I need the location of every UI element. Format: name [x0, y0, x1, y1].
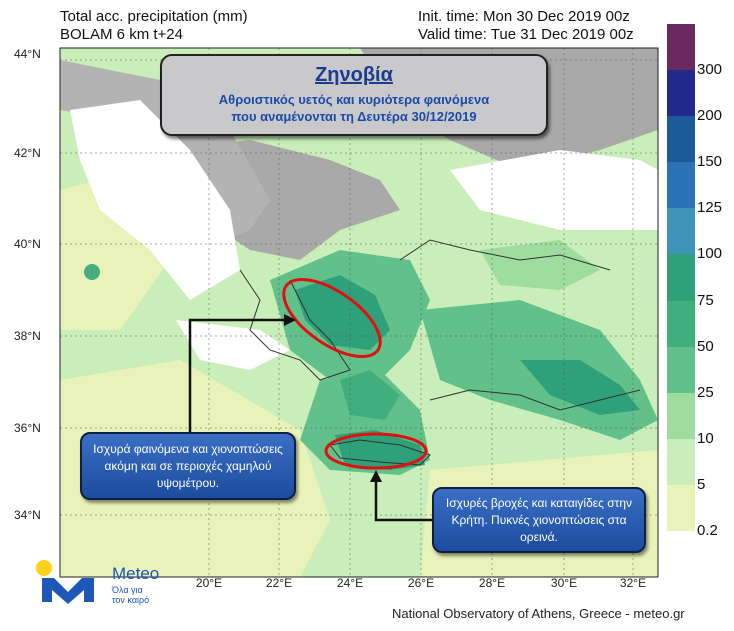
- lon-label: 30°E: [550, 576, 578, 590]
- valid-time: Valid time: Tue 31 Dec 2019 00z: [418, 26, 634, 43]
- colorbar-cell: [667, 300, 695, 348]
- title-subtitle-1: Αθροιστικός υετός και κυριότερα φαινόμεν…: [218, 92, 490, 107]
- colorbar-label: 300: [697, 61, 723, 79]
- moderate-precip-band: [480, 240, 600, 290]
- colorbar-label: 25: [697, 383, 714, 401]
- lon-label: 32°E: [619, 576, 647, 590]
- heavy-precip-core: [520, 360, 640, 415]
- lat-label: 34°N: [14, 508, 41, 522]
- colorbar-cell: [667, 116, 695, 163]
- lat-label: 44°N: [14, 47, 41, 61]
- colorbar-label: 125: [697, 199, 723, 217]
- arrow-left: [188, 318, 288, 432]
- storm-name: Ζηνοβία: [315, 64, 393, 86]
- callout-left-text: Ισχυρά φαινόμενα και χιονοπτώσεις ακόμη …: [93, 441, 283, 490]
- colorbar: [667, 24, 695, 578]
- heavy-precip-core: [340, 370, 400, 420]
- colorbar-label: 0.2: [697, 521, 718, 539]
- colorbar-cell: [667, 484, 695, 532]
- init-time: Init. time: Mon 30 Dec 2019 00z: [418, 8, 630, 25]
- coastline: [429, 389, 641, 411]
- highlight-ellipse-central-greece: [282, 277, 382, 359]
- highlight-ellipse-crete: [324, 432, 428, 470]
- colorbar-label: 200: [697, 107, 723, 125]
- dry-area: [70, 100, 240, 300]
- arrow-left-head: [284, 314, 296, 326]
- callout-right: Ισχυρές βροχές και καταιγίδες στην Κρήτη…: [432, 487, 646, 553]
- arrow-right: [374, 478, 432, 522]
- lat-label: 38°N: [14, 329, 41, 343]
- lon-label: 20°E: [195, 576, 223, 590]
- colorbar-cell: [667, 254, 695, 301]
- title-subtitle-2: που αναμένονται τη Δευτέρα 30/12/2019: [231, 109, 477, 124]
- dry-area: [450, 150, 658, 230]
- meteo-logo-icon: [36, 560, 94, 604]
- dry-area: [176, 320, 290, 370]
- logo-brand: Meteo: [112, 564, 160, 583]
- coastline: [399, 239, 611, 271]
- colorbar-label: 100: [697, 245, 723, 263]
- colorbar-cell: [667, 392, 695, 440]
- chart-title: Total acc. precipitation (mm): [60, 8, 248, 25]
- lon-label: 24°E: [336, 576, 364, 590]
- lon-label: 22°E: [265, 576, 293, 590]
- coastline: [329, 439, 431, 466]
- colorbar-label: 10: [697, 429, 714, 447]
- callout-right-text: Ισχυρές βροχές και καταιγίδες στην Κρήτη…: [445, 495, 633, 544]
- model-label: BOLAM 6 km t+24: [60, 26, 183, 43]
- logo-tagline-1: Όλα για: [112, 585, 143, 595]
- lat-label: 42°N: [14, 146, 41, 160]
- colorbar-label: 150: [697, 153, 723, 171]
- colorbar-cell: [667, 162, 695, 209]
- callout-left: Ισχυρά φαινόμενα και χιονοπτώσεις ακόμη …: [80, 432, 296, 500]
- logo-tagline-2: τον καιρό: [112, 595, 150, 605]
- colorbar-label: 50: [697, 337, 714, 355]
- lon-label: 28°E: [478, 576, 506, 590]
- lat-label: 36°N: [14, 421, 41, 435]
- colorbar-label: 75: [697, 291, 714, 309]
- colorbar-cell: [667, 24, 695, 71]
- heavy-precip-core: [295, 275, 390, 350]
- colorbar-cell: [667, 530, 695, 578]
- colorbar-cell: [667, 208, 695, 255]
- footer-credit: National Observatory of Athens, Greece -…: [392, 606, 685, 621]
- colorbar-cell: [667, 438, 695, 486]
- colorbar-label: 5: [697, 475, 706, 493]
- map-frame: [59, 47, 659, 578]
- title-box: Ζηνοβία Αθροιστικός υετός και κυριότερα …: [160, 54, 548, 136]
- heavy-precip-core: [84, 264, 100, 280]
- arrow-right-head: [370, 470, 382, 482]
- lat-label: 40°N: [14, 237, 41, 251]
- lon-label: 26°E: [407, 576, 435, 590]
- colorbar-cell: [667, 70, 695, 117]
- colorbar-cell: [667, 346, 695, 394]
